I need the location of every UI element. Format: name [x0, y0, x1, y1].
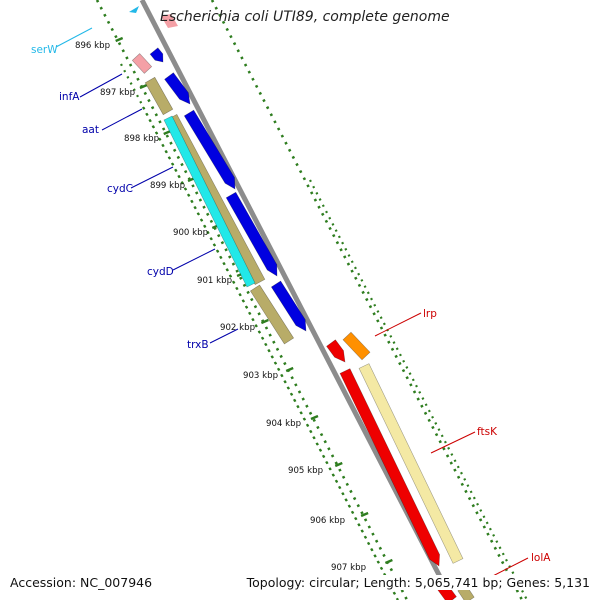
leader-lrp: [374, 312, 422, 337]
gene-serW: [131, 53, 153, 74]
leader-ftsK: [430, 431, 476, 454]
major-tick: [163, 129, 172, 136]
tick-label-896: 896 kbp: [75, 41, 110, 51]
major-tick: [384, 558, 393, 565]
gene-label-cydC: cydC: [107, 183, 133, 195]
gene-label-ftsK: ftsK: [477, 426, 498, 438]
map-title: Escherichia coli UTI89, complete genome: [160, 9, 450, 25]
tick-rails: [95, 0, 528, 600]
gene-light: [358, 363, 464, 564]
gene-cydD: [225, 191, 278, 277]
gene-cyd-cyan: [163, 115, 256, 288]
leader-serW: [55, 27, 93, 48]
tick-labels: 896 kbp 897 kbp 898 kbp 899 kbp 900 kbp …: [75, 41, 366, 573]
tick-rail: [309, 179, 528, 600]
leader-aat: [101, 108, 143, 131]
major-tick: [334, 461, 343, 468]
leader-cydC: [130, 166, 174, 189]
topology-text: Topology: circular; Length: 5,065,741 bp…: [244, 575, 592, 590]
tick-label-899: 899 kbp: [150, 181, 185, 191]
tick-label-897: 897 kbp: [100, 88, 135, 98]
gene-ftsK: [339, 368, 440, 567]
gene-trxB: [270, 280, 307, 332]
genome-backbone: [139, 0, 455, 600]
leader-infA: [79, 73, 123, 98]
tick-label-906: 906 kbp: [310, 516, 345, 526]
tick-label-898: 898 kbp: [124, 134, 159, 144]
gene-aat: [164, 72, 191, 105]
major-tick: [310, 414, 319, 421]
tick-label-902: 902 kbp: [220, 323, 255, 333]
gene-label-serW: serW: [31, 44, 58, 56]
major-tick: [285, 366, 294, 373]
gene-label-trxB: trxB: [187, 339, 209, 351]
top-cyan-arrow: [129, 6, 139, 13]
gene-label-aat: aat: [82, 124, 99, 136]
tick-label-907: 907 kbp: [331, 563, 366, 573]
major-tick: [115, 36, 124, 43]
tick-label-901: 901 kbp: [197, 276, 232, 286]
leader-cydD: [172, 248, 216, 271]
gene-label-lolA: lolA: [531, 552, 551, 564]
major-tick: [360, 511, 369, 518]
top-pink-gene: [161, 14, 178, 28]
gene-cydC: [183, 109, 236, 190]
gene-label-cydD: cydD: [147, 266, 174, 278]
accession-text: Accession: NC_007946: [8, 575, 155, 590]
leader-trxB: [209, 328, 239, 344]
gene-features: [131, 47, 475, 600]
tick-label-900: 900 kbp: [173, 228, 208, 238]
gene-label-lrp: lrp: [423, 308, 437, 320]
tick-label-905: 905 kbp: [288, 466, 323, 476]
gene-lrp-red: [326, 339, 346, 363]
gene-lrp-orange: [342, 331, 371, 361]
gene-olive-1: [144, 76, 174, 116]
tick-label-903: 903 kbp: [243, 371, 278, 381]
major-tick: [260, 318, 269, 325]
tick-rail: [95, 0, 409, 600]
gene-olive-3: [249, 284, 295, 345]
gene-infA: [149, 47, 164, 63]
gene-labels: serW infA aat cydC cydD trxB lrp ftsK lo…: [31, 44, 551, 564]
major-tick: [139, 83, 148, 90]
tick-rail: [210, 0, 524, 600]
gene-label-infA: infA: [59, 91, 80, 103]
tick-rail: [142, 106, 399, 600]
tick-label-904: 904 kbp: [266, 419, 301, 429]
